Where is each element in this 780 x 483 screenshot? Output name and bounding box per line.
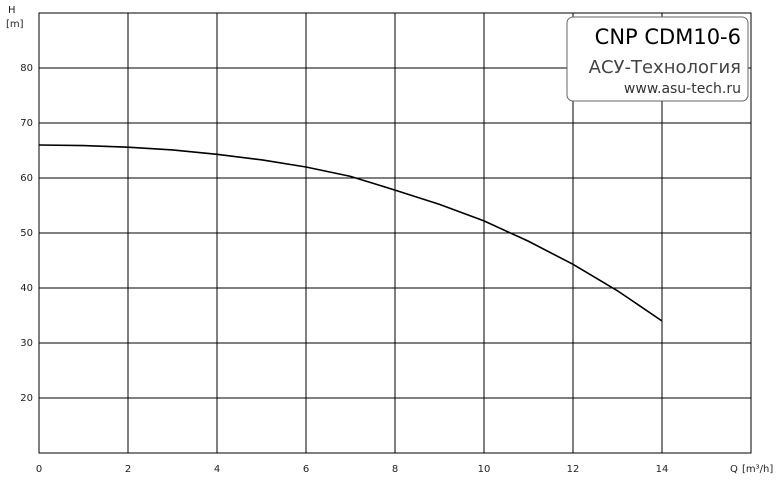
x-tick-label: 14: [656, 464, 669, 475]
y-tick-label: 80: [20, 63, 33, 74]
x-tick-label: 4: [214, 464, 220, 475]
x-tick-label: 0: [36, 464, 42, 475]
y-tick-label: 60: [20, 173, 33, 184]
x-axis-label: Q: [730, 464, 738, 475]
y-axis-label: H: [8, 5, 16, 16]
annotation: CNP CDM10-6: [595, 25, 741, 49]
info-box: CNP CDM10-6 АСУ-Технология www.asu-tech.ru: [566, 16, 749, 102]
annotation: АСУ-Технология: [589, 57, 741, 78]
curve: [38, 144, 663, 322]
x-tick-label: 10: [478, 464, 491, 475]
x-tick-label: 8: [392, 464, 398, 475]
annotation: www.asu-tech.ru: [624, 81, 741, 97]
y-tick-label: 50: [20, 228, 33, 239]
x-tick-label: 6: [303, 464, 309, 475]
x-axis-unit: [m³/h]: [742, 464, 773, 475]
x-tick-label: 12: [567, 464, 580, 475]
y-tick-label: 40: [20, 283, 33, 294]
y-tick-label: 30: [20, 338, 33, 349]
x-tick-label: 2: [125, 464, 131, 475]
y-axis-unit: [m]: [6, 19, 24, 30]
y-tick-label: 70: [20, 118, 33, 129]
y-tick-label: 20: [20, 393, 33, 404]
info-box-frame: [566, 16, 749, 102]
